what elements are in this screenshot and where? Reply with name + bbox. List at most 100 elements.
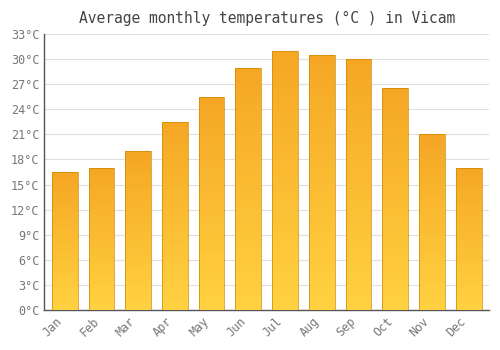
Bar xyxy=(346,215,372,219)
Bar xyxy=(456,239,481,241)
Bar xyxy=(309,254,334,259)
Bar xyxy=(456,293,481,295)
Bar xyxy=(52,249,78,252)
Bar xyxy=(236,77,261,82)
Bar xyxy=(198,97,224,310)
Bar xyxy=(382,142,408,146)
Bar xyxy=(52,180,78,183)
Bar xyxy=(162,261,188,265)
Bar xyxy=(382,150,408,155)
Bar xyxy=(309,126,334,132)
Bar xyxy=(198,263,224,267)
Bar xyxy=(198,288,224,293)
Bar xyxy=(162,175,188,178)
Bar xyxy=(309,233,334,238)
Bar xyxy=(419,148,445,152)
Bar xyxy=(236,184,261,189)
Bar xyxy=(382,133,408,137)
Bar xyxy=(346,175,372,180)
Bar xyxy=(88,188,115,190)
Bar xyxy=(88,182,115,185)
Bar xyxy=(162,145,188,148)
Bar xyxy=(198,276,224,280)
Bar xyxy=(272,227,298,232)
Bar xyxy=(272,165,298,170)
Bar xyxy=(236,300,261,305)
Bar xyxy=(456,298,481,301)
Bar xyxy=(309,157,334,162)
Bar xyxy=(456,250,481,253)
Bar xyxy=(456,287,481,290)
Bar xyxy=(382,208,408,212)
Bar xyxy=(309,223,334,228)
Bar xyxy=(198,195,224,199)
Bar xyxy=(126,193,151,196)
Bar xyxy=(162,295,188,299)
Bar xyxy=(419,159,445,162)
Bar xyxy=(309,269,334,274)
Bar xyxy=(346,114,372,119)
Bar xyxy=(52,199,78,202)
Bar xyxy=(272,175,298,180)
Bar xyxy=(236,97,261,102)
Bar xyxy=(52,227,78,230)
Bar xyxy=(126,265,151,268)
Bar xyxy=(456,233,481,236)
Bar xyxy=(52,276,78,279)
Bar xyxy=(162,122,188,126)
Bar xyxy=(198,156,224,161)
Bar xyxy=(346,195,372,200)
Bar xyxy=(126,186,151,189)
Bar xyxy=(126,221,151,224)
Bar xyxy=(419,303,445,306)
Bar xyxy=(236,155,261,160)
Bar xyxy=(198,293,224,297)
Bar xyxy=(346,225,372,230)
Bar xyxy=(309,289,334,294)
Bar xyxy=(52,274,78,276)
Bar xyxy=(309,294,334,300)
Bar xyxy=(346,69,372,74)
Bar xyxy=(456,304,481,307)
Bar xyxy=(309,248,334,254)
Bar xyxy=(88,241,115,244)
Bar xyxy=(382,190,408,195)
Bar xyxy=(346,84,372,89)
Bar xyxy=(88,199,115,202)
Bar xyxy=(346,130,372,134)
Bar xyxy=(162,231,188,234)
Bar xyxy=(309,228,334,233)
Bar xyxy=(346,149,372,154)
Bar xyxy=(382,164,408,168)
Bar xyxy=(88,190,115,193)
Bar xyxy=(126,154,151,158)
Bar xyxy=(272,87,298,92)
Bar xyxy=(419,162,445,166)
Bar xyxy=(52,177,78,180)
Bar xyxy=(456,284,481,287)
Bar xyxy=(198,135,224,139)
Bar xyxy=(52,246,78,249)
Bar xyxy=(346,74,372,79)
Bar xyxy=(236,203,261,208)
Bar xyxy=(52,202,78,205)
Bar xyxy=(419,250,445,254)
Bar xyxy=(198,241,224,246)
Bar xyxy=(126,300,151,303)
Bar xyxy=(382,266,408,270)
Bar xyxy=(198,174,224,178)
Bar xyxy=(272,253,298,258)
Bar xyxy=(382,257,408,261)
Bar xyxy=(162,284,188,287)
Bar xyxy=(419,134,445,310)
Bar xyxy=(126,183,151,186)
Bar xyxy=(126,167,151,170)
Bar xyxy=(456,213,481,216)
Bar xyxy=(126,256,151,259)
Bar xyxy=(346,119,372,124)
Bar xyxy=(419,278,445,282)
Bar xyxy=(126,268,151,272)
Bar xyxy=(346,94,372,99)
Bar xyxy=(162,242,188,246)
Bar xyxy=(272,273,298,279)
